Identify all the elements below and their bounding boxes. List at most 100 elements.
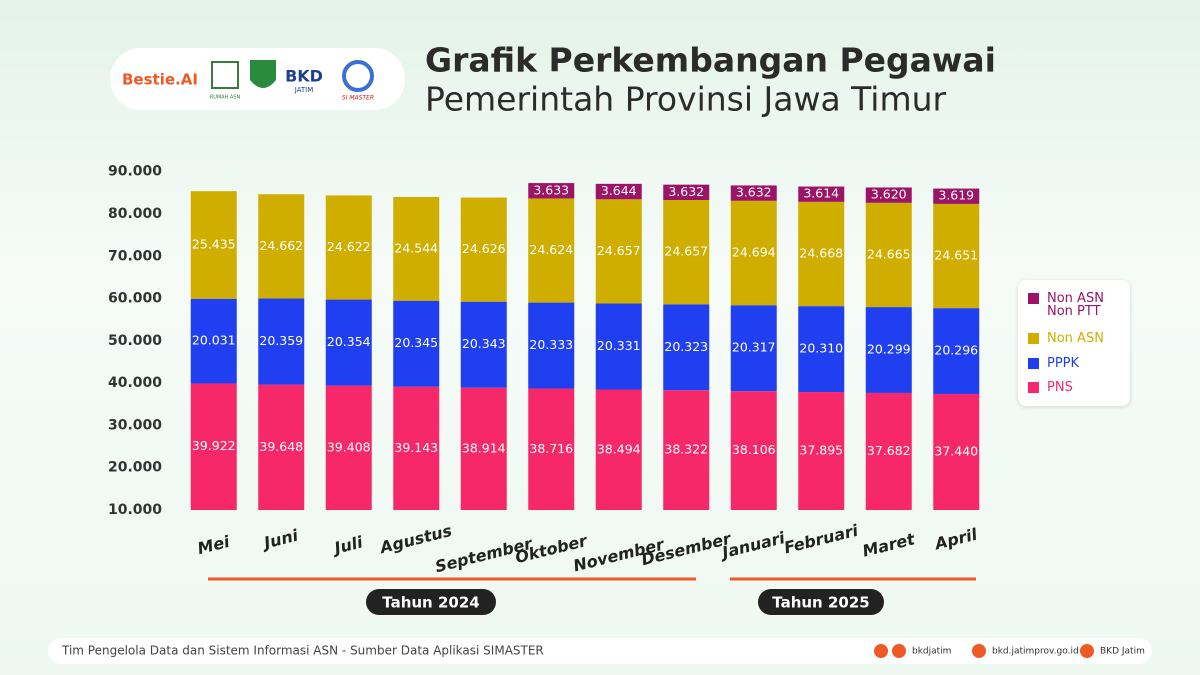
icon — [1080, 644, 1094, 658]
y-tick-label: 10.000 — [108, 502, 162, 518]
data-label: 37.895 — [799, 443, 843, 458]
bar-segment — [258, 384, 305, 510]
group-label: Tahun 2024 — [382, 594, 479, 612]
bar-segment — [933, 308, 980, 394]
bar-segment — [528, 183, 575, 199]
logo: Bestie.AI — [122, 71, 198, 89]
icon — [342, 60, 374, 92]
data-label: 20.310 — [799, 341, 843, 356]
x-tick-label: April — [931, 525, 979, 554]
data-label: 20.317 — [732, 340, 776, 355]
data-label: 24.544 — [394, 240, 438, 255]
x-tick-label: Desember — [639, 528, 733, 569]
data-label: 3.619 — [938, 188, 974, 203]
bar-segment — [933, 188, 980, 204]
legend-item: Non ASN Non PTT — [1028, 292, 1128, 318]
legend: Non ASN Non PTT Non ASN PPPK PNS — [1018, 280, 1130, 406]
icon — [211, 61, 239, 89]
bar-segment — [460, 387, 507, 510]
bar-segment — [730, 391, 777, 510]
x-tick-label: Maret — [860, 529, 917, 561]
data-label: 24.622 — [327, 239, 371, 254]
bar-segment — [595, 389, 642, 510]
y-tick-label: 20.000 — [108, 460, 162, 476]
data-label: 3.632 — [668, 184, 704, 199]
data-label: 24.694 — [732, 245, 776, 260]
bar-segment — [865, 187, 912, 203]
bar-segment — [190, 298, 237, 384]
data-label: 38.322 — [664, 442, 708, 457]
legend-item: PPPK — [1028, 357, 1128, 370]
chart-subtitle: Pemerintah Provinsi Jawa Timur — [425, 80, 947, 119]
bar-segment — [325, 195, 372, 300]
data-label: 20.031 — [192, 333, 236, 348]
data-label: 20.333 — [529, 337, 573, 352]
icon — [972, 644, 986, 658]
data-label: 39.143 — [394, 440, 438, 455]
data-label: 20.345 — [394, 335, 438, 350]
bar-segment — [528, 198, 575, 303]
data-label: 20.354 — [327, 334, 371, 349]
data-label: 20.299 — [867, 342, 911, 357]
data-label: 3.614 — [803, 186, 839, 201]
legend-swatch — [1028, 358, 1039, 369]
data-label: 24.657 — [664, 244, 708, 259]
y-tick-label: 60.000 — [108, 291, 162, 307]
data-label: 24.665 — [867, 246, 911, 261]
data-label: 3.633 — [533, 182, 569, 197]
data-label: 20.343 — [462, 336, 506, 351]
bar-segment — [190, 191, 237, 299]
legend-label: PPPK — [1047, 356, 1080, 371]
chart-title: Grafik Perkembangan Pegawai — [425, 41, 996, 80]
icon — [874, 644, 888, 658]
logo: RUMAH ASN — [210, 95, 241, 101]
data-label: 24.662 — [259, 238, 303, 253]
bar-segment — [258, 298, 305, 385]
bar-segment — [865, 202, 912, 308]
bar-segment — [595, 183, 642, 200]
bar-segment — [865, 307, 912, 393]
legend-label: Non ASN — [1047, 331, 1104, 346]
x-tick-label: Mei — [196, 532, 232, 558]
bar-segment — [730, 305, 777, 392]
bar-segment — [190, 383, 237, 510]
data-label: 3.620 — [871, 187, 907, 202]
bar-segment — [595, 199, 642, 304]
data-label: 24.626 — [462, 241, 506, 256]
data-label: 37.682 — [867, 443, 911, 458]
data-label: 24.657 — [597, 243, 641, 258]
y-tick-label: 90.000 — [108, 164, 162, 180]
bar-segment — [663, 304, 710, 391]
x-tick-label: Februari — [782, 521, 860, 558]
y-tick-label: 30.000 — [108, 417, 162, 433]
icon — [892, 644, 906, 658]
legend-label: PNS — [1047, 380, 1073, 395]
x-tick-label: Agustus — [376, 521, 454, 558]
data-label: 25.435 — [192, 236, 236, 251]
bar-segment — [393, 196, 440, 301]
bar-segment — [798, 306, 845, 393]
data-label: 39.408 — [327, 439, 371, 454]
icon — [250, 60, 276, 88]
data-label: 24.624 — [529, 242, 573, 257]
logo: BKD — [285, 67, 323, 86]
data-label: 38.716 — [529, 441, 573, 456]
data-label: 20.331 — [597, 338, 641, 353]
y-tick-label: 80.000 — [108, 206, 162, 222]
data-label: 20.296 — [934, 343, 978, 358]
logo: JATIM — [294, 86, 314, 94]
bar-segment — [798, 392, 845, 510]
bar-segment — [325, 299, 372, 386]
legend-swatch — [1028, 293, 1039, 304]
data-label: 39.922 — [192, 438, 236, 453]
bar-segment — [933, 203, 980, 309]
bar-segment — [663, 184, 710, 201]
bar-segment — [798, 201, 845, 307]
bar-segment — [730, 200, 777, 306]
y-tick-label: 70.000 — [108, 248, 162, 264]
legend-item: Non ASN — [1028, 332, 1128, 345]
bar-segment — [933, 393, 980, 510]
group-badge — [366, 589, 496, 615]
